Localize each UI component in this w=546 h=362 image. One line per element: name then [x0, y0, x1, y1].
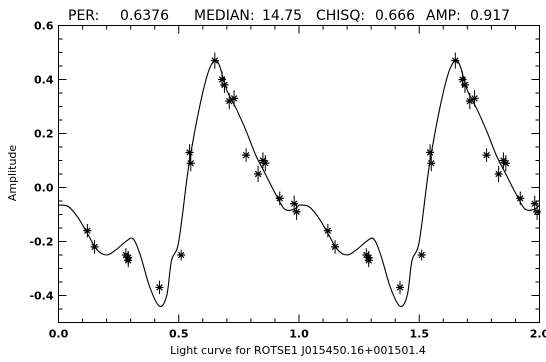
marker-stroke: [483, 151, 490, 159]
y-tick-label: -0.4: [29, 290, 53, 303]
header-amp-label: AMP:: [426, 8, 461, 24]
marker-stroke: [221, 81, 228, 89]
marker-stroke: [426, 149, 434, 156]
data-point: [458, 71, 467, 88]
marker-stroke: [533, 208, 541, 216]
marker-stroke: [187, 159, 194, 167]
model-curves: [58, 59, 540, 308]
data-point: [185, 144, 194, 161]
marker-stroke: [365, 257, 372, 264]
marker-stroke: [276, 195, 283, 202]
data-point: [396, 280, 405, 295]
marker-stroke: [502, 159, 510, 167]
x-axis-label: Light curve for ROTSE1 J015450.16+001501…: [170, 344, 426, 357]
marker-stroke: [495, 170, 502, 178]
marker-stroke: [211, 57, 219, 64]
marker-stroke: [459, 76, 466, 83]
marker-stroke: [293, 208, 300, 216]
marker-stroke: [418, 251, 425, 259]
header-per-label: PER:: [68, 8, 99, 24]
marker-stroke: [331, 243, 339, 251]
marker-stroke: [230, 95, 238, 102]
data-point: [426, 144, 435, 161]
marker-stroke: [466, 97, 473, 105]
data-point: [494, 165, 503, 183]
data-point: [242, 148, 251, 162]
marker-stroke: [91, 243, 98, 251]
marker-stroke: [186, 149, 193, 156]
y-tick-labels: -0.4 -0.2 0.0 0.2 0.4 0.6: [29, 20, 53, 303]
marker-stroke: [226, 97, 233, 105]
y-tick-label: 0.0: [34, 182, 54, 195]
data-point: [83, 223, 92, 238]
x-tick-label: 1.5: [410, 328, 430, 341]
data-point: [323, 223, 332, 238]
marker-stroke: [84, 227, 91, 234]
data-point: [254, 165, 263, 183]
data-point: [90, 240, 99, 254]
marker-stroke: [242, 151, 250, 159]
data-point: [364, 253, 373, 268]
data-points: [83, 52, 542, 295]
marker-stroke: [428, 159, 435, 167]
data-point: [501, 155, 510, 172]
y-tick-label: 0.4: [34, 74, 54, 87]
marker-stroke: [262, 159, 269, 167]
header-median-value: 14.75: [262, 8, 302, 24]
data-point: [417, 249, 426, 261]
marker-stroke: [517, 195, 524, 202]
x-tick-label: 0.0: [49, 328, 69, 341]
x-tick-label: 1.0: [289, 328, 309, 341]
data-point: [460, 76, 469, 93]
marker-stroke: [461, 81, 469, 89]
marker-stroke: [531, 200, 538, 207]
x-tick-label: 0.5: [169, 328, 189, 341]
marker-stroke: [290, 200, 298, 207]
data-point: [427, 155, 436, 172]
data-point: [210, 52, 219, 69]
header-chisq-value: 0.666: [375, 8, 415, 24]
header-per-value: 0.6376: [120, 8, 169, 24]
data-point: [516, 191, 525, 206]
marker-stroke: [125, 257, 132, 264]
x-tick-label: 2.0: [530, 328, 546, 341]
data-point: [275, 191, 284, 206]
marker-stroke: [471, 95, 478, 102]
y-tick-label: -0.2: [29, 236, 53, 249]
model-curve: [58, 59, 300, 308]
data-point: [331, 240, 340, 254]
marker-stroke: [254, 170, 262, 178]
axis-ticks: [58, 25, 540, 323]
marker-stroke: [177, 251, 185, 259]
data-point: [292, 203, 301, 220]
marker-stroke: [324, 227, 332, 234]
marker-stroke: [452, 57, 459, 64]
marker-stroke: [396, 284, 404, 291]
data-point: [177, 249, 186, 261]
y-tick-label: 0.6: [34, 20, 54, 33]
header-chisq-label: CHISQ:: [316, 8, 365, 24]
x-tick-labels: 0.0 0.5 1.0 1.5 2.0: [49, 328, 546, 341]
data-point: [155, 280, 164, 295]
header-amp-value: 0.917: [470, 8, 510, 24]
data-point: [230, 90, 239, 107]
data-point: [186, 155, 195, 172]
plot-frame: [58, 25, 540, 323]
data-point: [533, 203, 542, 220]
y-tick-label: 0.2: [34, 128, 54, 141]
header-median-label: MEDIAN:: [194, 8, 255, 24]
data-point: [124, 253, 133, 268]
model-curve: [298, 59, 540, 308]
data-point: [261, 155, 270, 172]
y-axis-label: Amplitude: [6, 145, 19, 202]
marker-stroke: [218, 76, 226, 83]
data-point: [470, 90, 479, 107]
data-point: [220, 76, 229, 93]
data-point: [451, 52, 460, 69]
marker-stroke: [156, 284, 163, 291]
data-point: [482, 148, 491, 162]
